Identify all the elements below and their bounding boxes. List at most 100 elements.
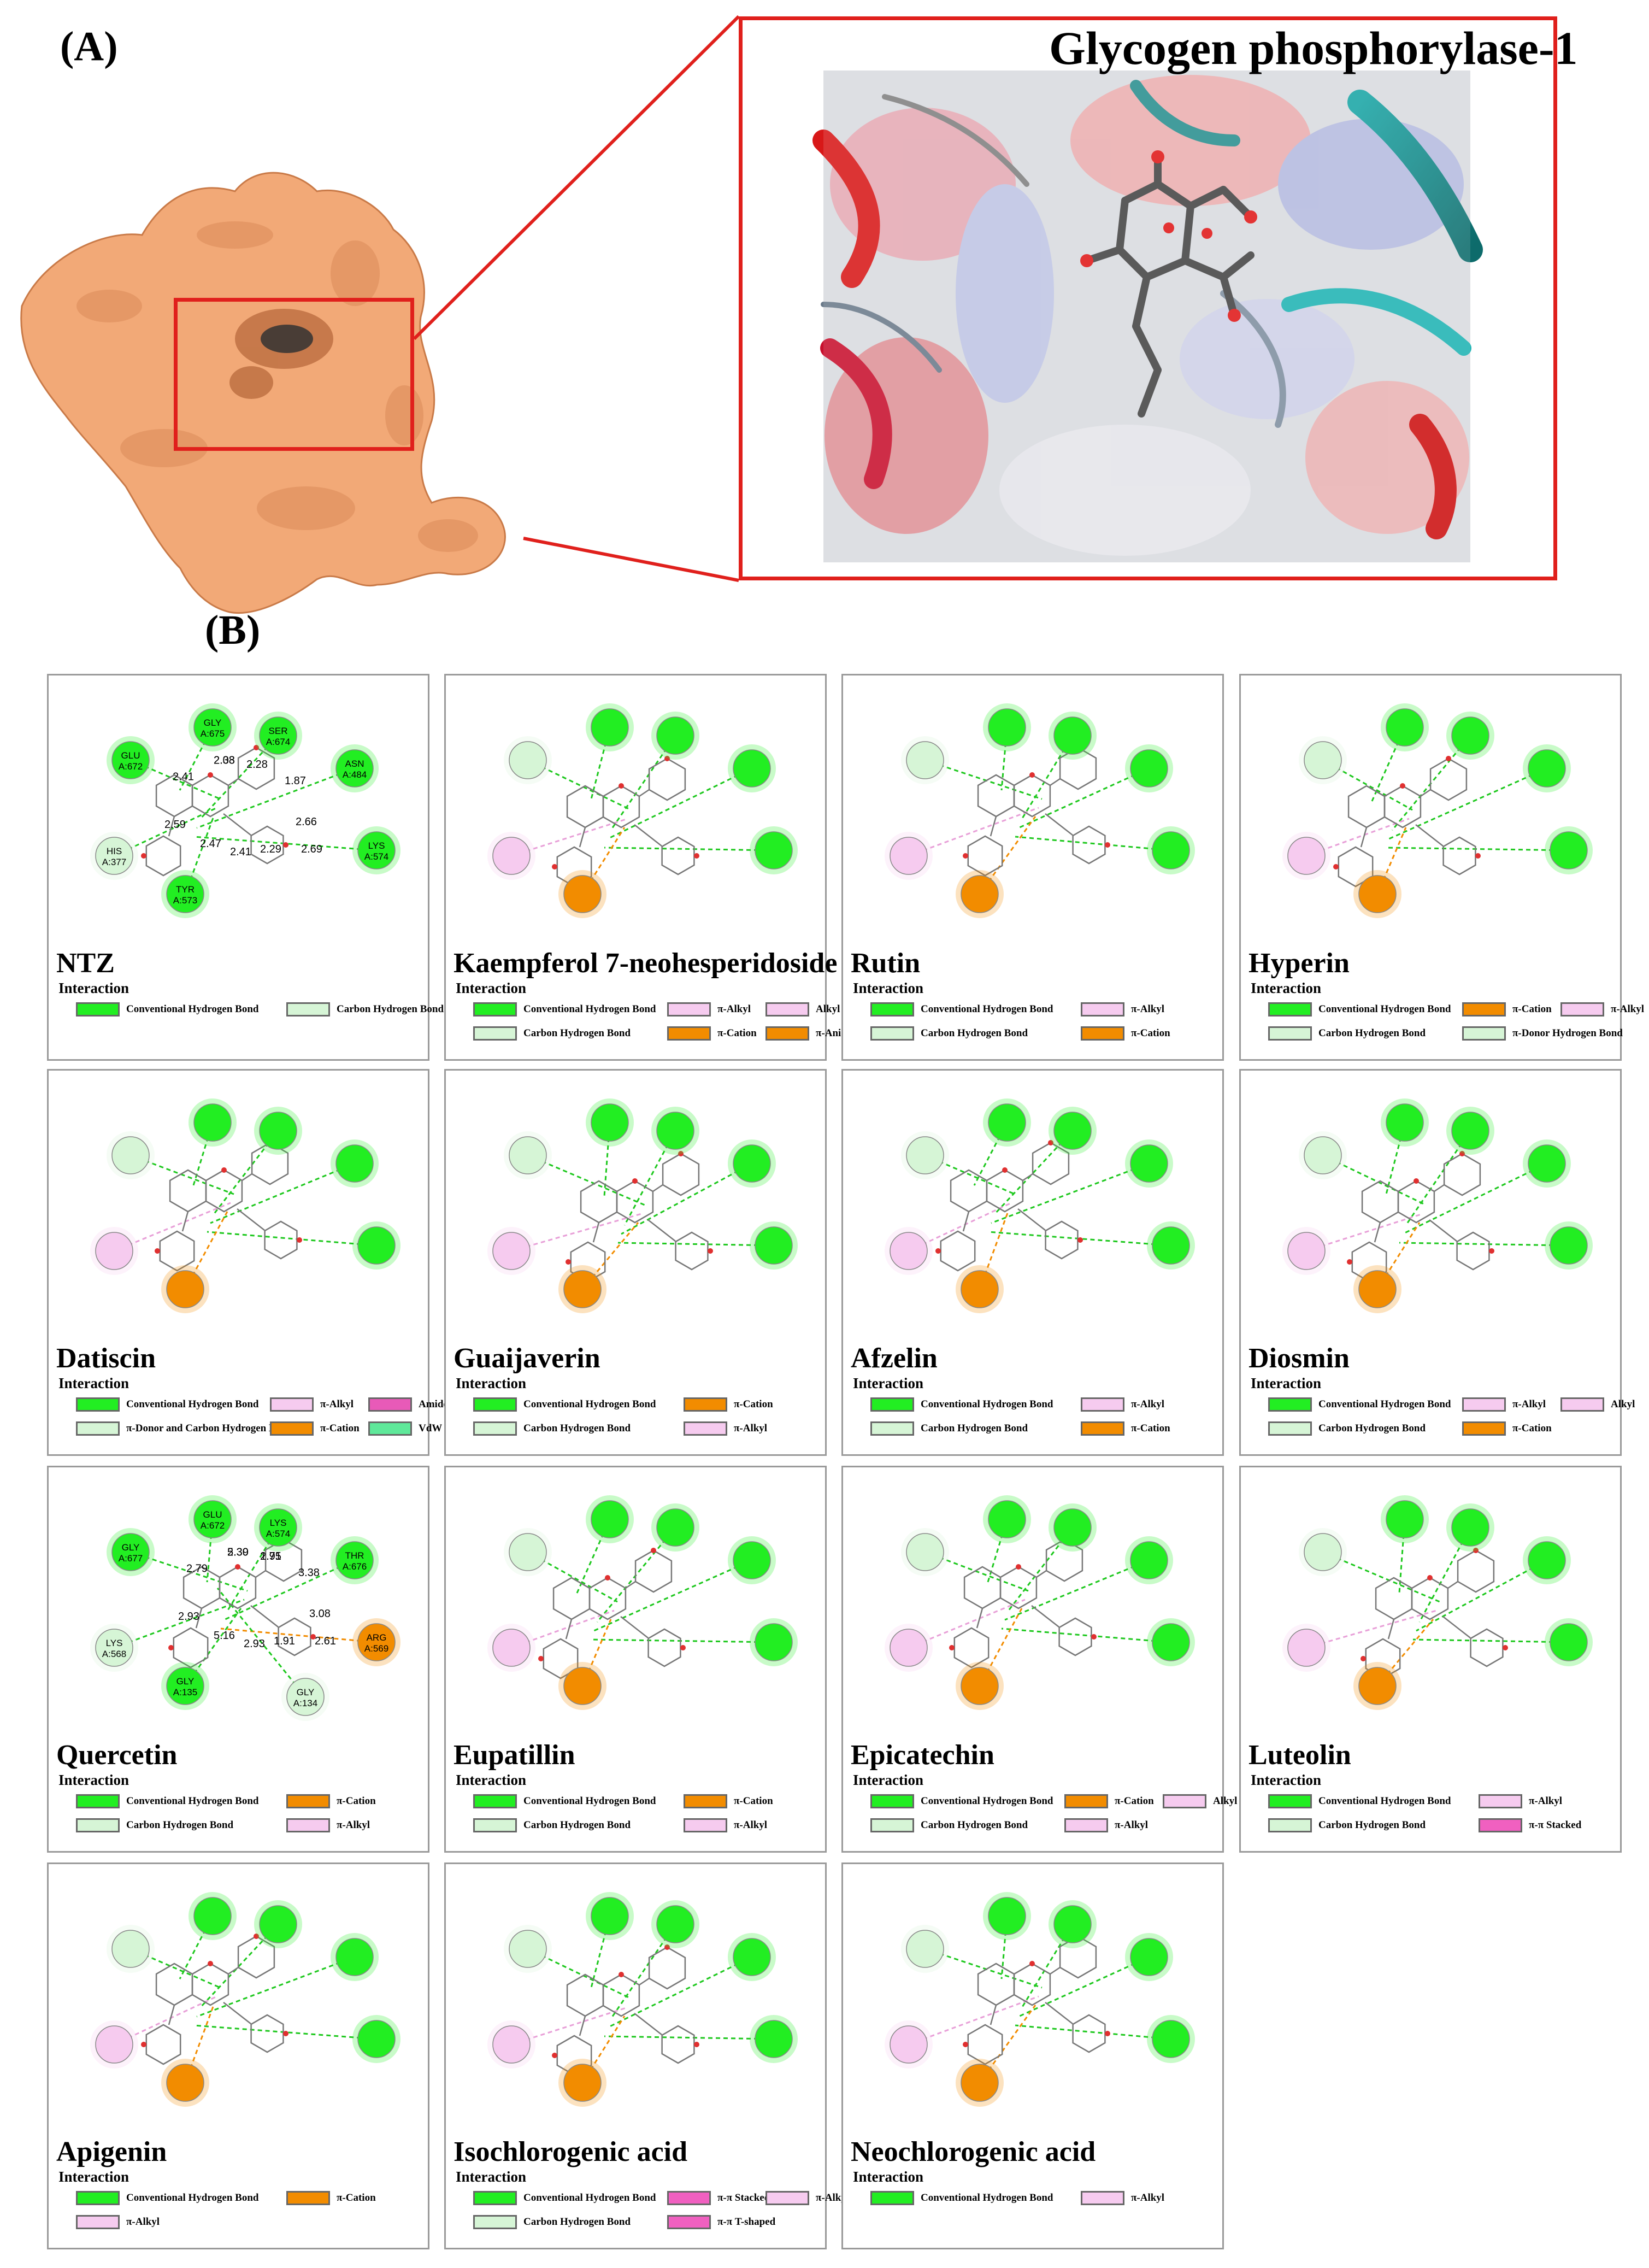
zoom-line-bottom <box>523 537 739 582</box>
interaction-legend: Conventional Hydrogen Bond π-Alkyl <box>870 2189 1220 2243</box>
svg-text:1.87: 1.87 <box>285 775 306 787</box>
legend-entry: Carbon Hydrogen Bond <box>473 1816 631 1835</box>
legend-entry: π-Cation <box>1081 1024 1170 1043</box>
legend-swatch <box>1081 1002 1124 1017</box>
svg-text:A:574: A:574 <box>364 851 388 862</box>
legend-swatch <box>368 1421 412 1436</box>
ligand-interaction-diagram <box>90 1098 401 1313</box>
legend-label: π-Cation <box>1512 1003 1552 1015</box>
legend-entry: Alkyl <box>765 1000 840 1019</box>
legend-label: Conventional Hydrogen Bond <box>523 1795 656 1807</box>
svg-text:2.41: 2.41 <box>173 771 194 783</box>
svg-text:LYS: LYS <box>368 841 385 851</box>
interaction-panel: Hyperin Interaction Conventional Hydrogen … <box>1239 674 1644 1061</box>
legend-label: π-Cation <box>734 1795 773 1807</box>
compound-name: Hyperin <box>1248 948 1350 979</box>
legend-swatch <box>286 2191 330 2205</box>
svg-text:2.61: 2.61 <box>315 1635 336 1647</box>
legend-label: Conventional Hydrogen Bond <box>523 1399 656 1410</box>
legend-entry: Alkyl <box>1163 1792 1237 1811</box>
legend-entry: Carbon Hydrogen Bond <box>286 1000 444 1019</box>
legend-label: π-Alkyl <box>337 1819 370 1831</box>
interaction-legend-title: Interaction <box>853 2169 923 2185</box>
svg-text:2.03: 2.03 <box>214 755 235 767</box>
legend-label: Carbon Hydrogen Bond <box>523 1423 631 1434</box>
legend-label: Carbon Hydrogen Bond <box>921 1423 1028 1434</box>
legend-entry: π-Alkyl <box>1081 2189 1164 2207</box>
interaction-legend-title: Interaction <box>58 980 129 996</box>
legend-entry: Conventional Hydrogen Bond <box>1268 1792 1451 1811</box>
legend-label: π-Cation <box>1131 1027 1170 1039</box>
svg-text:3.38: 3.38 <box>298 1567 320 1579</box>
svg-text:A:676: A:676 <box>343 1561 367 1572</box>
svg-text:2.41: 2.41 <box>230 846 251 858</box>
svg-text:GLY: GLY <box>122 1542 140 1553</box>
legend-swatch <box>286 1794 330 1808</box>
legend-swatch <box>473 1818 517 1832</box>
legend-label: Conventional Hydrogen Bond <box>921 1003 1053 1015</box>
legend-swatch <box>765 2191 809 2205</box>
compound-name: Epicatechin <box>851 1740 994 1771</box>
legend-entry: Carbon Hydrogen Bond <box>1268 1419 1426 1438</box>
legend-entry: π-Alkyl <box>76 2213 160 2231</box>
legend-swatch <box>368 1397 412 1412</box>
svg-text:LYS: LYS <box>106 1638 123 1648</box>
legend-entry: π-Alkyl <box>286 1816 370 1835</box>
legend-label: Conventional Hydrogen Bond <box>126 2192 259 2204</box>
legend-swatch <box>870 1794 914 1808</box>
legend-label: π-Cation <box>320 1423 360 1434</box>
svg-text:2.28: 2.28 <box>246 759 268 771</box>
compound-name: Luteolin <box>1248 1740 1351 1771</box>
legend-swatch <box>667 1026 711 1041</box>
legend-label: π-Alkyl <box>320 1399 354 1410</box>
interaction-panel: Isochlorogenic acid Interaction Convention… <box>444 1862 849 2249</box>
interaction-legend-title: Interaction <box>58 1772 129 1788</box>
legend-label: Conventional Hydrogen Bond <box>1318 1795 1451 1807</box>
legend-swatch <box>1081 1026 1124 1041</box>
legend-entry: π-Cation <box>684 1792 773 1811</box>
interaction-panel: Guaijaverin Interaction Conventional Hydro… <box>444 1069 827 1456</box>
legend-label: π-Cation <box>337 1795 376 1807</box>
svg-text:5.30: 5.30 <box>227 1547 249 1559</box>
legend-label: π-π T-shaped <box>717 2216 776 2228</box>
compound-name: Rutin <box>851 948 921 979</box>
svg-text:TYR: TYR <box>176 884 195 895</box>
legend-entry: Carbon Hydrogen Bond <box>473 2213 631 2231</box>
svg-text:2.93: 2.93 <box>244 1638 265 1650</box>
legend-entry: π-Cation <box>1462 1419 1552 1438</box>
legend-entry: Conventional Hydrogen Bond <box>870 1792 1053 1811</box>
ligand-interaction-diagram <box>1282 1495 1593 1710</box>
svg-text:A:677: A:677 <box>119 1553 143 1564</box>
svg-text:A:674: A:674 <box>266 737 290 747</box>
interaction-panel: Apigenin Interaction Conventional Hydrogen… <box>47 1862 429 2249</box>
legend-swatch <box>473 1026 517 1041</box>
legend-entry: Carbon Hydrogen Bond <box>870 1816 1028 1835</box>
legend-entry: π-Cation <box>684 1395 773 1414</box>
legend-swatch <box>870 1818 914 1832</box>
interaction-legend: Conventional Hydrogen Bond π-Cation Carbon… <box>473 1792 823 1847</box>
legend-swatch <box>870 2191 914 2205</box>
legend-entry: π-Alkyl <box>1462 1395 1546 1414</box>
legend-entry: π-Alkyl <box>1479 1792 1562 1811</box>
binding-site-rendering <box>812 70 1483 562</box>
legend-entry: π-Alkyl <box>270 1395 354 1414</box>
svg-text:GLU: GLU <box>121 750 140 761</box>
compound-name: Afzelin <box>851 1343 938 1374</box>
legend-label: Conventional Hydrogen Bond <box>1318 1399 1451 1410</box>
interaction-legend: Conventional Hydrogen Bond π-Cation Carbon… <box>473 1395 823 1450</box>
legend-swatch <box>684 1794 727 1808</box>
legend-swatch <box>684 1397 727 1412</box>
svg-text:GLU: GLU <box>203 1509 222 1520</box>
binding-site-inset-box <box>174 298 414 451</box>
svg-text:GLY: GLY <box>297 1687 315 1697</box>
legend-swatch <box>1268 1026 1312 1041</box>
legend-entry: π-Cation <box>286 2189 376 2207</box>
legend-swatch <box>684 1421 727 1436</box>
legend-label: π-Alkyl <box>1529 1795 1563 1807</box>
svg-text:2.29: 2.29 <box>260 843 281 855</box>
interaction-legend: Conventional Hydrogen Bond π-Alkyl Alkyl Ca… <box>1268 1395 1635 1450</box>
legend-label: Conventional Hydrogen Bond <box>126 1399 259 1410</box>
interaction-legend: Conventional Hydrogen Bond π-Cation Alkyl C… <box>870 1792 1237 1847</box>
legend-label: π-Cation <box>1512 1423 1552 1434</box>
